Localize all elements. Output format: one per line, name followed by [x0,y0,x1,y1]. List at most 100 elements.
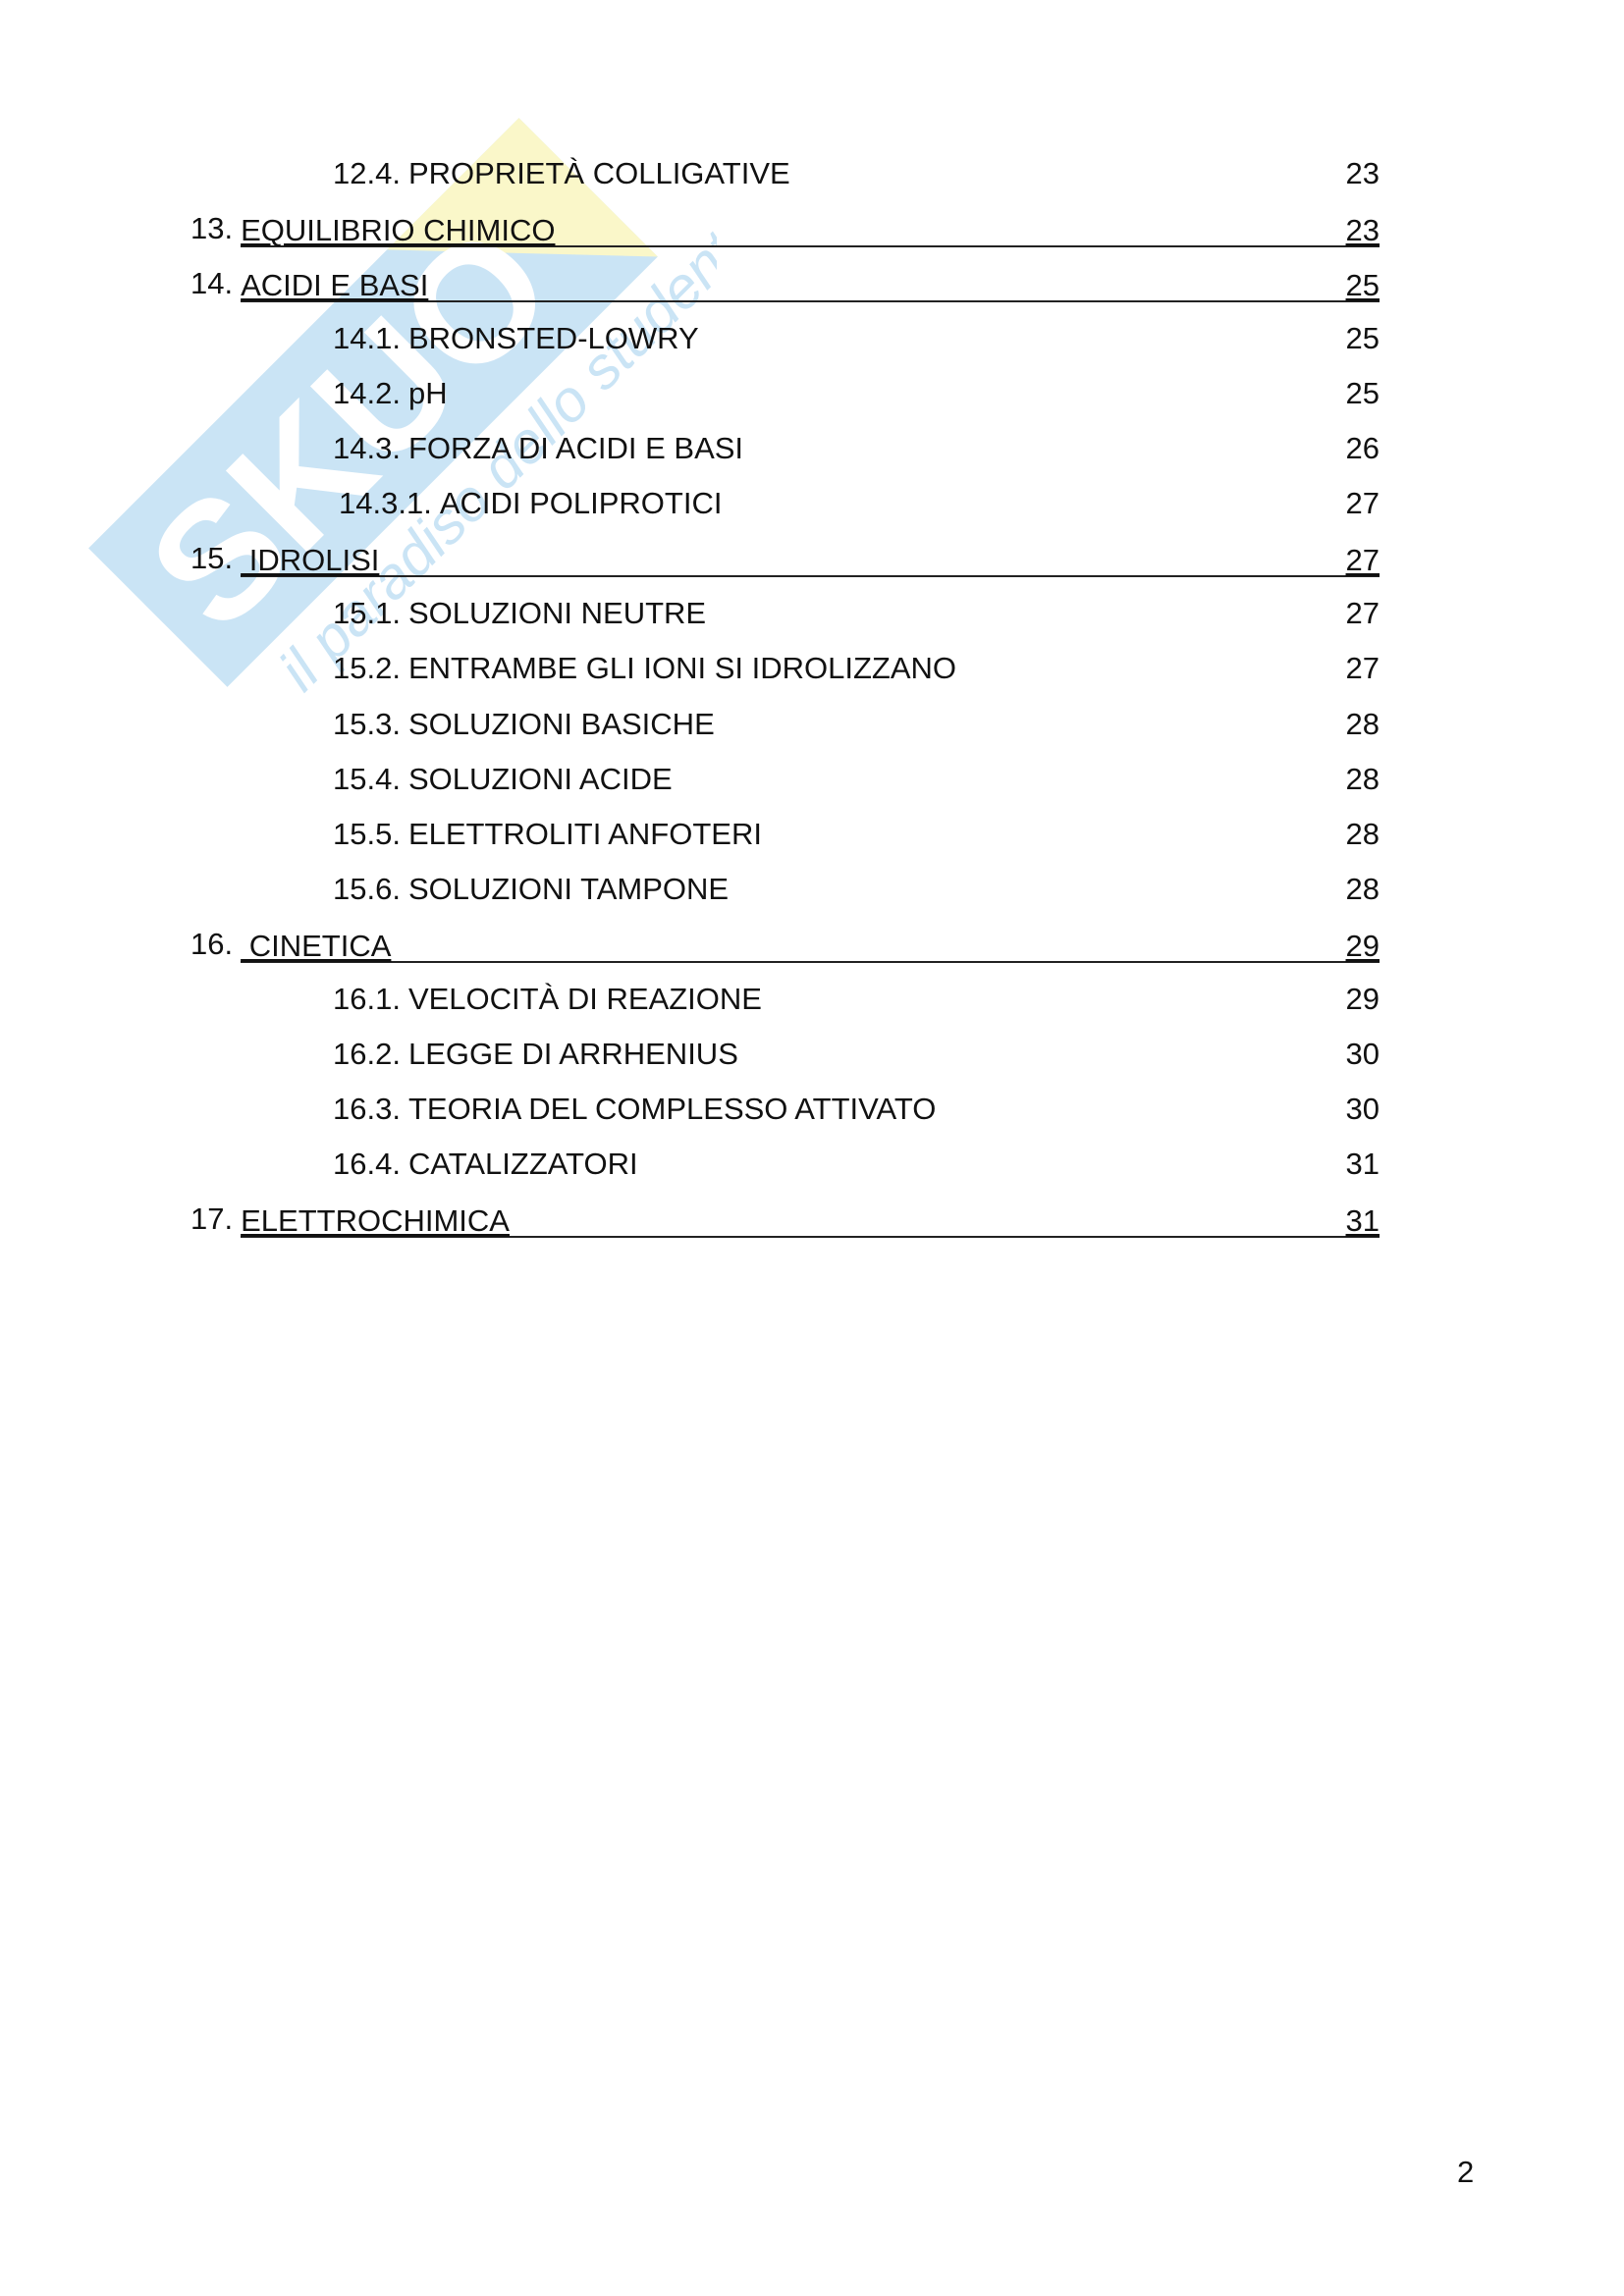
toc-entry-link[interactable]: ACIDI E BASI 25 [241,265,1380,303]
toc-entry-body[interactable]: SOLUZIONI ACIDE 28 [408,762,1380,797]
toc-entry-body[interactable]: SOLUZIONI TAMPONE 28 [408,872,1380,907]
toc-entry-title: ENTRAMBE GLI IONI SI IDROLIZZANO [407,651,957,686]
toc-entry-link[interactable]: EQUILIBRIO CHIMICO 23 [241,210,1380,248]
toc-entry[interactable]: 15. IDROLISI 27 [190,531,1380,586]
toc-entry-title: ELETTROLITI ANFOTERI [407,816,762,851]
toc-entry[interactable]: 15.5. ELETTROLITI ANFOTERI 28 [333,807,1380,862]
toc-entry-body[interactable]: pH 25 [408,376,1380,411]
page-number: 2 [1457,2155,1475,2189]
toc-entry-body[interactable]: SOLUZIONI BASICHE 28 [408,707,1380,742]
toc-entry-title: TEORIA DEL COMPLESSO ATTIVATO [407,1091,937,1126]
toc-entry[interactable]: 15.6. SOLUZIONI TAMPONE 28 [333,862,1380,917]
toc-entry[interactable]: 16.2. LEGGE DI ARRHENIUS 30 [333,1027,1380,1082]
toc-entry-number: 14.3.1. [339,486,432,521]
toc-entry-page: 28 [1345,706,1380,741]
toc-entry-body[interactable]: ACIDI POLIPROTICI 27 [440,486,1380,521]
toc-entry-page: 28 [1345,816,1380,851]
toc-entry-page: 25 [1345,268,1380,303]
toc-entry[interactable]: 14.3.1. ACIDI POLIPROTICI 27 [339,476,1380,531]
toc-entry-body[interactable]: SOLUZIONI NEUTRE 27 [408,596,1380,631]
toc-entry-page: 29 [1345,981,1380,1016]
toc-entry-body[interactable]: VELOCITÀ DI REAZIONE 29 [408,982,1380,1017]
toc-entry-page: 23 [1345,213,1380,248]
toc-entry[interactable]: 14. ACIDI E BASI 25 [190,256,1380,311]
toc-entry-page: 30 [1345,1091,1380,1126]
toc-entry[interactable]: 15.2. ENTRAMBE GLI IONI SI IDROLIZZANO 27 [333,641,1380,696]
toc-entry[interactable]: 17. ELETTROCHIMICA 31 [190,1192,1380,1247]
toc-entry-title: IDROLISI [241,543,380,578]
toc-entry-number: 15.5. [333,816,401,851]
toc-entry-title: SOLUZIONI NEUTRE [407,596,707,631]
toc-entry[interactable]: 16. CINETICA 29 [190,917,1380,972]
toc-entry-number: 12.4. [333,156,401,190]
toc-entry-number: 16.1. [333,981,401,1016]
toc-entry-number: 17. [190,1201,234,1236]
toc-entry[interactable]: 12.4. PROPRIETÀ COLLIGATIVE 23 [333,146,1380,201]
toc-entry-title: LEGGE DI ARRHENIUS [407,1036,738,1071]
toc-entry-number: 16. [190,926,234,961]
toc-entry-title: pH [407,376,448,411]
toc-entry-number: 16.2. [333,1036,401,1071]
toc-entry-number: 15.3. [333,706,401,741]
toc-entry-number: 15.2. [333,651,401,686]
toc-entry-title: EQUILIBRIO CHIMICO [241,213,556,248]
toc-entry[interactable]: 15.4. SOLUZIONI ACIDE 28 [333,752,1380,807]
toc-entry-page: 27 [1345,596,1380,631]
toc-entry-title: FORZA DI ACIDI E BASI [407,431,744,466]
toc-entry-page: 30 [1345,1036,1380,1071]
toc-entry[interactable]: 14.1. BRONSTED-LOWRY 25 [333,311,1380,366]
toc-entry-page: 25 [1345,321,1380,356]
toc-entry-body[interactable]: LEGGE DI ARRHENIUS 30 [408,1037,1380,1072]
toc-entry-page: 28 [1345,761,1380,796]
toc-entry-title: SOLUZIONI BASICHE [407,706,715,741]
toc-entry-body[interactable]: ENTRAMBE GLI IONI SI IDROLIZZANO 27 [408,651,1380,686]
toc-entry[interactable]: 16.3. TEORIA DEL COMPLESSO ATTIVATO 30 [333,1082,1380,1137]
toc-entry-title: ACIDI POLIPROTICI [439,486,723,521]
toc-entry-page: 29 [1345,928,1380,963]
toc-entry-body[interactable]: CATALIZZATORI 31 [408,1147,1380,1182]
toc-entry-page: 25 [1345,376,1380,411]
toc-entry-title: ACIDI E BASI [241,268,429,303]
toc-entry[interactable]: 14.2. pH 25 [333,366,1380,421]
toc-entry-body[interactable]: ELETTROLITI ANFOTERI 28 [408,817,1380,852]
toc-entry-title: PROPRIETÀ COLLIGATIVE [407,156,790,190]
toc-entry-title: SOLUZIONI TAMPONE [407,871,730,906]
toc-entry-page: 23 [1345,156,1380,190]
toc-entry[interactable]: 15.1. SOLUZIONI NEUTRE 27 [333,586,1380,641]
toc-entry-number: 14.2. [333,376,401,411]
toc-entry-page: 27 [1345,543,1380,578]
toc-entry[interactable]: 16.1. VELOCITÀ DI REAZIONE 29 [333,972,1380,1027]
toc-entry-body[interactable]: PROPRIETÀ COLLIGATIVE 23 [408,156,1380,191]
toc-entry-page: 31 [1345,1202,1380,1238]
toc-entry-page: 26 [1345,431,1380,466]
toc-entry-body[interactable]: TEORIA DEL COMPLESSO ATTIVATO 30 [408,1092,1380,1127]
toc-entry-number: 15. [190,541,234,576]
toc-entry-number: 15.1. [333,596,401,631]
toc-entry-page: 27 [1345,486,1380,521]
toc-entry-number: 16.3. [333,1091,401,1126]
toc-entry-link[interactable]: ELETTROCHIMICA 31 [241,1201,1380,1238]
toc-entry-link[interactable]: IDROLISI 27 [241,540,1380,578]
toc-entry[interactable]: 14.3. FORZA DI ACIDI E BASI 26 [333,421,1380,476]
toc-entry-number: 15.4. [333,761,401,796]
toc-entry-title: CATALIZZATORI [407,1146,638,1181]
toc-entry-number: 15.6. [333,871,401,906]
toc-entry[interactable]: 15.3. SOLUZIONI BASICHE 28 [333,697,1380,752]
toc-entry-number: 14.3. [333,431,401,466]
toc-entry-page: 28 [1345,871,1380,906]
toc-entry-number: 14.1. [333,321,401,356]
toc-entry-body[interactable]: FORZA DI ACIDI E BASI 26 [408,431,1380,466]
toc-entry-number: 13. [190,211,234,246]
toc-entry[interactable]: 16.4. CATALIZZATORI 31 [333,1137,1380,1192]
toc-entry-title: BRONSTED-LOWRY [407,321,699,356]
toc-entry-number: 14. [190,266,234,301]
toc-entry-title: CINETICA [241,928,392,963]
toc-entry[interactable]: 13. EQUILIBRIO CHIMICO 23 [190,201,1380,256]
toc-entry-title: SOLUZIONI ACIDE [407,761,673,796]
toc-entry-body[interactable]: BRONSTED-LOWRY 25 [408,321,1380,356]
toc-entry-link[interactable]: CINETICA 29 [241,926,1380,963]
toc-entry-title: ELETTROCHIMICA [241,1202,510,1238]
toc-entry-title: VELOCITÀ DI REAZIONE [407,981,762,1016]
toc-entry-number: 16.4. [333,1146,401,1181]
toc-entry-page: 31 [1345,1146,1380,1181]
